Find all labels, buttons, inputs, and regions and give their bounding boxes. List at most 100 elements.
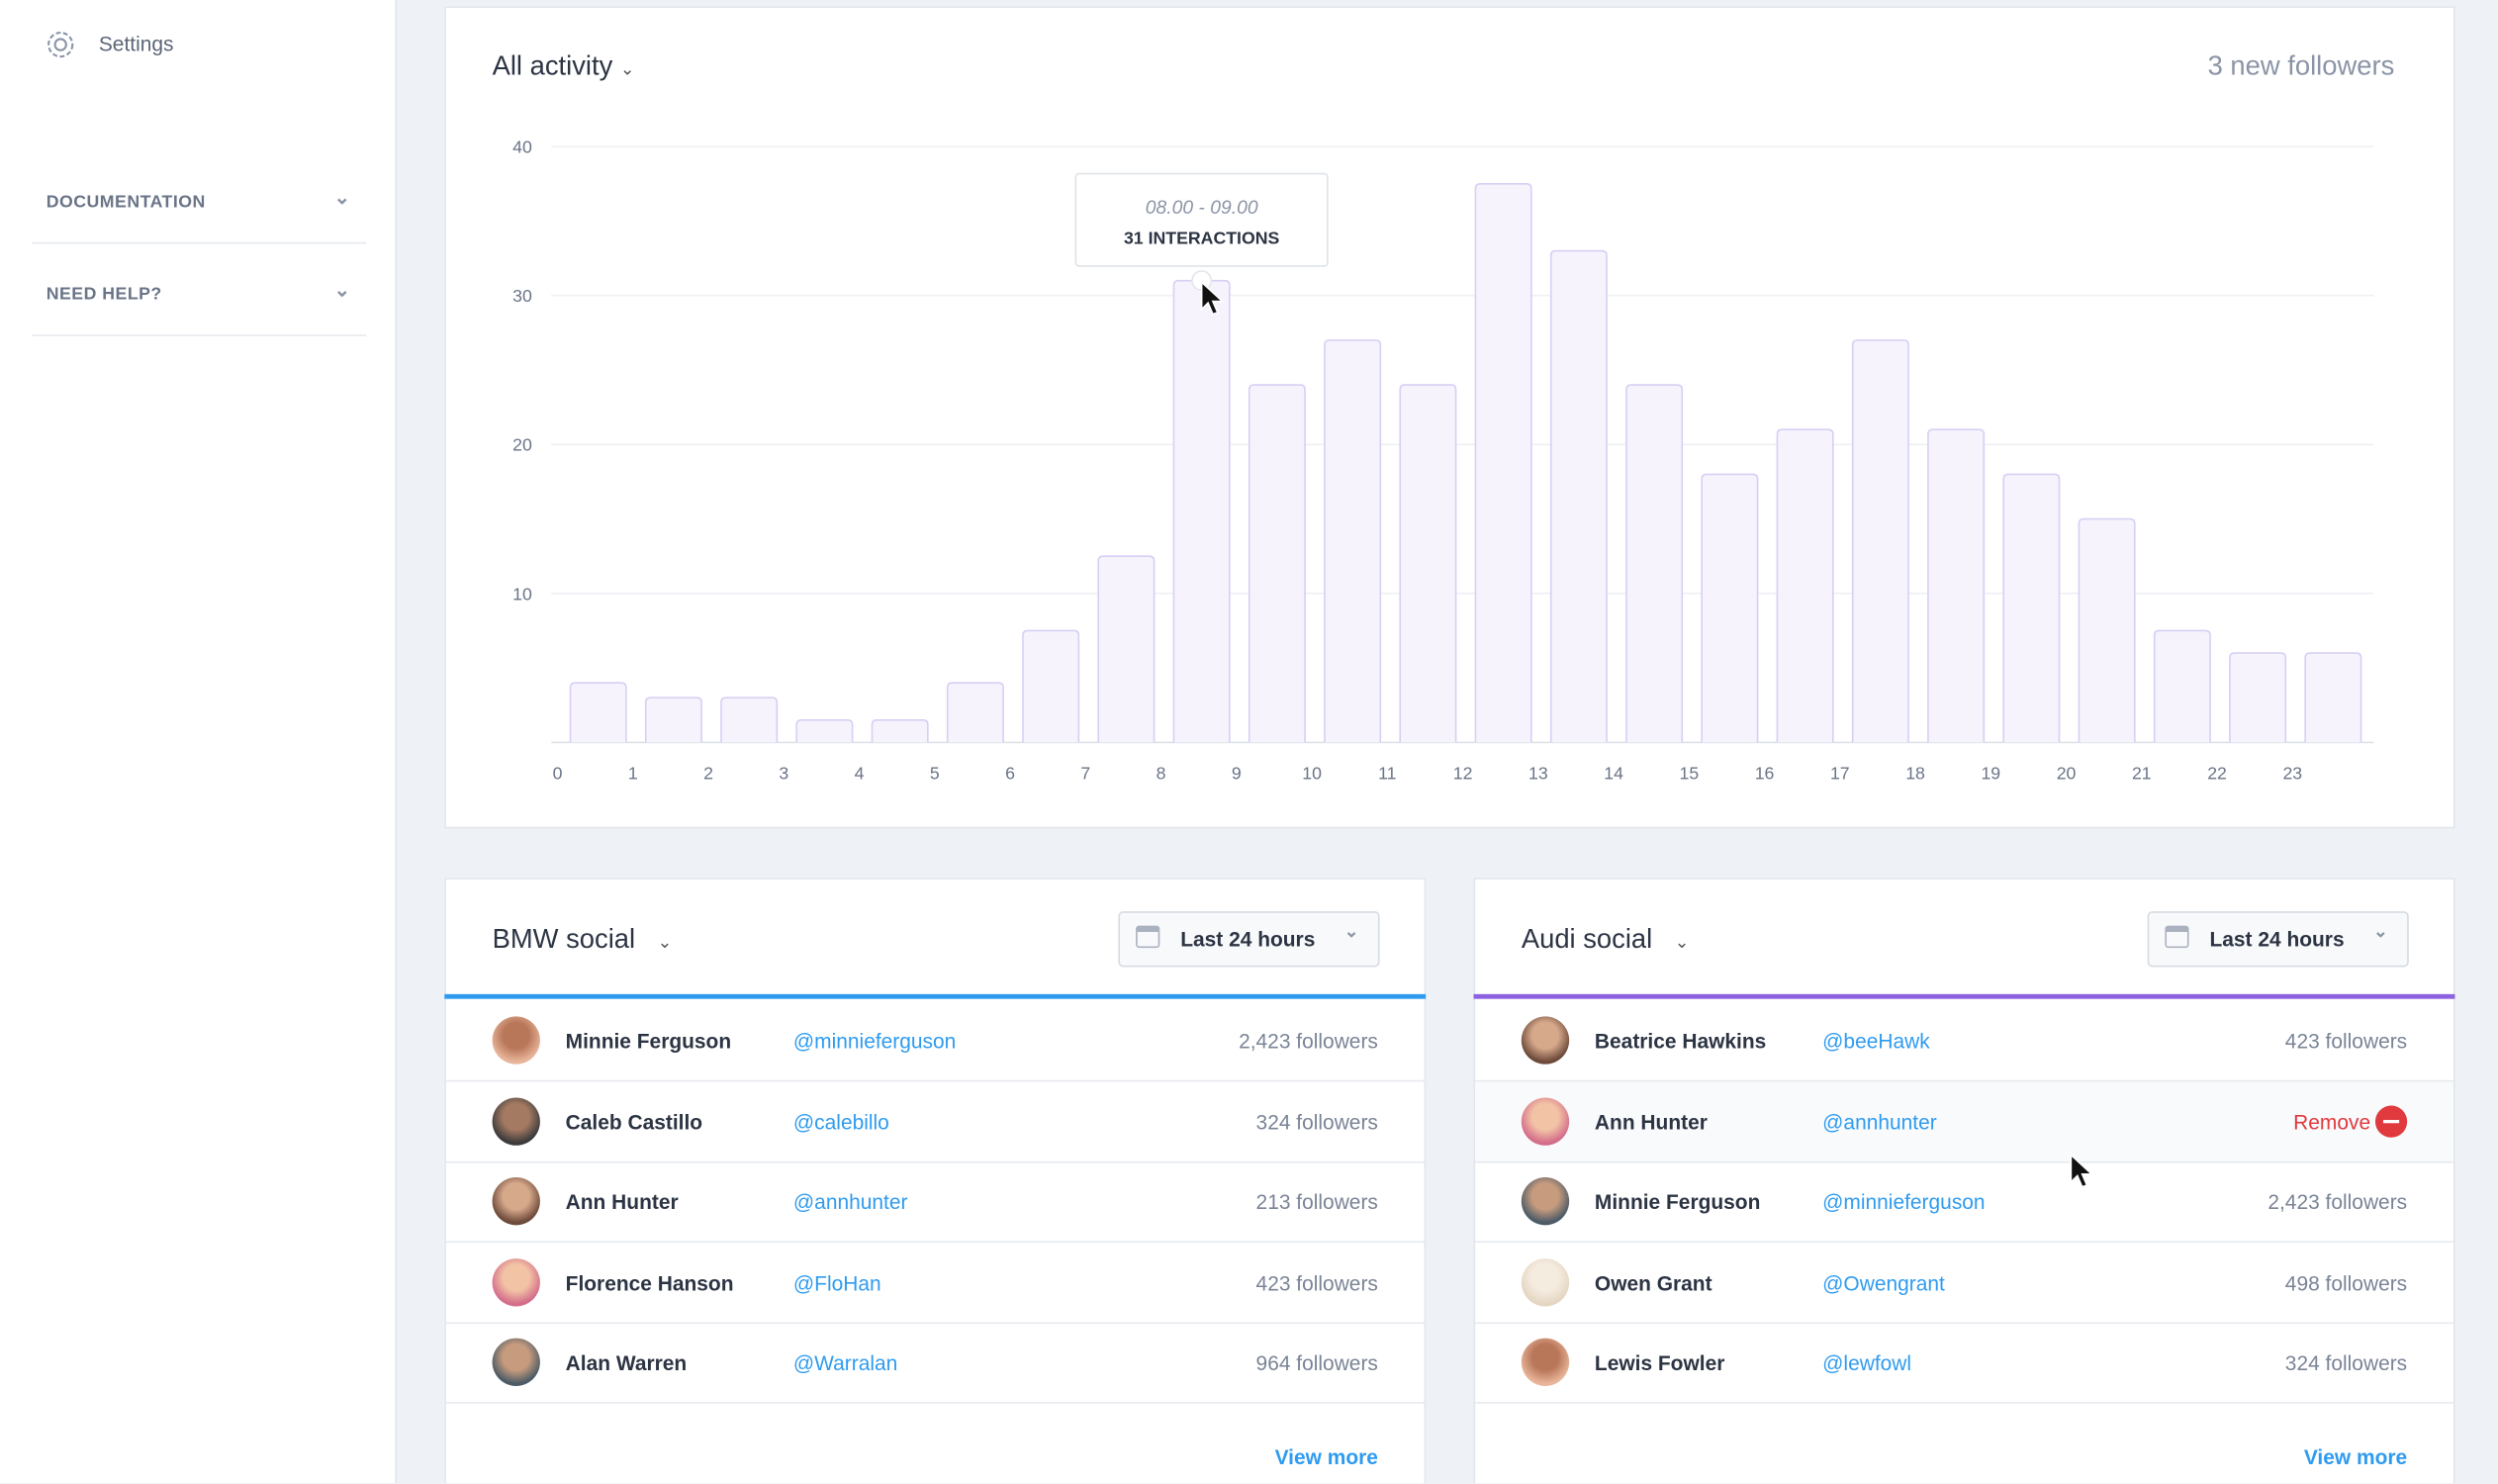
panel-title-chevron: ⌄ xyxy=(1674,933,1690,953)
user-row[interactable]: Florence Hanson @FloHan 423 followers xyxy=(445,1243,1425,1324)
bar xyxy=(1776,428,1834,743)
follower-count: 423 followers xyxy=(2284,1029,2408,1054)
settings-icon[interactable] xyxy=(45,29,76,60)
section-chevron: ⌄ xyxy=(333,278,351,302)
user-handle[interactable]: @annhunter xyxy=(1822,1109,1937,1134)
x-tick-label: 18 xyxy=(1905,763,1925,783)
view-more[interactable]: View more xyxy=(2303,1444,2408,1469)
range-label: Last 24 hours xyxy=(2209,927,2345,952)
user-name: Beatrice Hawkins xyxy=(1594,1029,1767,1054)
panel-title[interactable]: BMW social ⌄ xyxy=(493,924,673,956)
settings-link[interactable]: Settings xyxy=(98,32,174,56)
avatar xyxy=(492,1016,540,1065)
user-name: Ann Hunter xyxy=(565,1190,679,1215)
bar xyxy=(946,682,1004,743)
bar xyxy=(795,719,854,743)
bar xyxy=(720,696,779,743)
bar xyxy=(569,682,627,743)
user-handle[interactable]: @FloHan xyxy=(792,1270,881,1295)
bar xyxy=(1851,339,1909,743)
avatar xyxy=(492,1177,540,1226)
x-tick-label: 20 xyxy=(2057,763,2077,783)
avatar xyxy=(1521,1339,1570,1387)
user-row[interactable]: Alan Warren @Warralan 964 followers xyxy=(445,1323,1425,1405)
x-tick-label: 9 xyxy=(1232,763,1242,783)
avatar xyxy=(1521,1177,1570,1226)
user-name: Alan Warren xyxy=(565,1351,688,1376)
bar xyxy=(1097,555,1156,743)
user-handle[interactable]: @calebillo xyxy=(792,1109,889,1134)
avatar xyxy=(1521,1257,1570,1307)
bar xyxy=(1549,249,1608,743)
y-tick-label: 20 xyxy=(512,435,532,455)
range-chevron: ⌄ xyxy=(2372,922,2388,942)
follower-count: 2,423 followers xyxy=(1239,1029,1378,1054)
remove-button[interactable]: Remove xyxy=(2293,1109,2371,1134)
user-name: Caleb Castillo xyxy=(565,1109,703,1134)
bar xyxy=(2078,517,2136,743)
section-label: DOCUMENTATION xyxy=(46,192,206,213)
bar xyxy=(1324,339,1382,743)
bar xyxy=(871,719,929,743)
x-tick-label: 12 xyxy=(1453,763,1473,783)
bar xyxy=(2229,652,2287,743)
user-row[interactable]: Minnie Ferguson @minnieferguson 2,423 foll… xyxy=(1475,1161,2453,1244)
follower-count: 2,423 followers xyxy=(2267,1190,2408,1215)
bar xyxy=(2002,473,2061,743)
bar xyxy=(2304,652,2362,743)
bar xyxy=(1399,384,1457,743)
follower-count: 324 followers xyxy=(2284,1351,2408,1376)
follower-count: 324 followers xyxy=(1255,1109,1378,1134)
x-tick-label: 8 xyxy=(1156,763,1166,783)
panel-title-text: BMW social xyxy=(492,923,636,955)
follower-count: 213 followers xyxy=(1255,1190,1378,1215)
social-panel: Audi social ⌄ Last 24 hours ⌄ Beatrice Hawki… xyxy=(1473,878,2455,1484)
user-handle[interactable]: @annhunter xyxy=(792,1190,908,1215)
activity-title[interactable]: All activity ⌄ xyxy=(492,50,635,82)
bar xyxy=(1625,384,1684,743)
avatar xyxy=(1521,1016,1570,1065)
sidebar: Settings DOCUMENTATION ⌄ NEED HELP? ⌄ xyxy=(0,0,397,1484)
range-select[interactable]: Last 24 hours ⌄ xyxy=(2147,911,2409,968)
panel-accent xyxy=(1473,993,2455,999)
user-row[interactable]: Minnie Ferguson @minnieferguson 2,423 foll… xyxy=(445,1000,1425,1082)
user-handle[interactable]: @minnieferguson xyxy=(1822,1190,1986,1215)
view-more[interactable]: View more xyxy=(1274,1444,1378,1469)
user-handle[interactable]: @minnieferguson xyxy=(792,1029,957,1054)
x-tick-label: 19 xyxy=(1981,763,2000,783)
user-row[interactable]: Owen Grant @Owengrant 498 followers xyxy=(1475,1243,2453,1324)
user-handle[interactable]: @Owengrant xyxy=(1822,1270,1945,1295)
sidebar-section[interactable]: NEED HELP? ⌄ xyxy=(32,243,367,336)
avatar xyxy=(492,1096,540,1146)
bar xyxy=(1248,384,1306,743)
user-row[interactable]: Ann Hunter @annhunter 213 followers xyxy=(445,1161,1425,1244)
bar xyxy=(1022,629,1080,743)
panel-title[interactable]: Audi social ⌄ xyxy=(1522,924,1690,956)
sidebar-section[interactable]: DOCUMENTATION ⌄ xyxy=(32,151,367,244)
user-row[interactable]: Ann Hunter @annhunter Remove xyxy=(1475,1080,2453,1162)
user-row[interactable]: Lewis Fowler @lewfowl 324 followers xyxy=(1475,1323,2453,1405)
section-chevron: ⌄ xyxy=(333,186,351,209)
tooltip-label: 31 INTERACTIONS xyxy=(1124,228,1280,247)
user-handle[interactable]: @lewfowl xyxy=(1822,1351,1912,1376)
remove-icon[interactable] xyxy=(2374,1104,2408,1138)
range-chevron: ⌄ xyxy=(1343,922,1359,942)
bar xyxy=(644,696,702,743)
x-tick-label: 13 xyxy=(1528,763,1548,783)
x-tick-label: 23 xyxy=(2282,763,2302,783)
range-select[interactable]: Last 24 hours ⌄ xyxy=(1118,911,1380,968)
user-name: Minnie Ferguson xyxy=(1594,1190,1761,1215)
user-handle[interactable]: @beeHawk xyxy=(1822,1029,1930,1054)
x-tick-label: 6 xyxy=(1005,763,1015,783)
user-row[interactable]: Beatrice Hawkins @beeHawk 423 followers xyxy=(1475,1000,2453,1082)
x-tick-label: 16 xyxy=(1755,763,1775,783)
user-name: Lewis Fowler xyxy=(1594,1351,1725,1376)
follower-count: 423 followers xyxy=(1255,1270,1378,1295)
calendar-icon xyxy=(1136,925,1160,949)
y-tick-label: 30 xyxy=(512,286,532,306)
y-tick-label: 40 xyxy=(512,138,532,157)
user-row[interactable]: Caleb Castillo @calebillo 324 followers xyxy=(445,1081,1425,1162)
user-handle[interactable]: @Warralan xyxy=(792,1351,898,1376)
y-tick-label: 10 xyxy=(512,584,532,603)
